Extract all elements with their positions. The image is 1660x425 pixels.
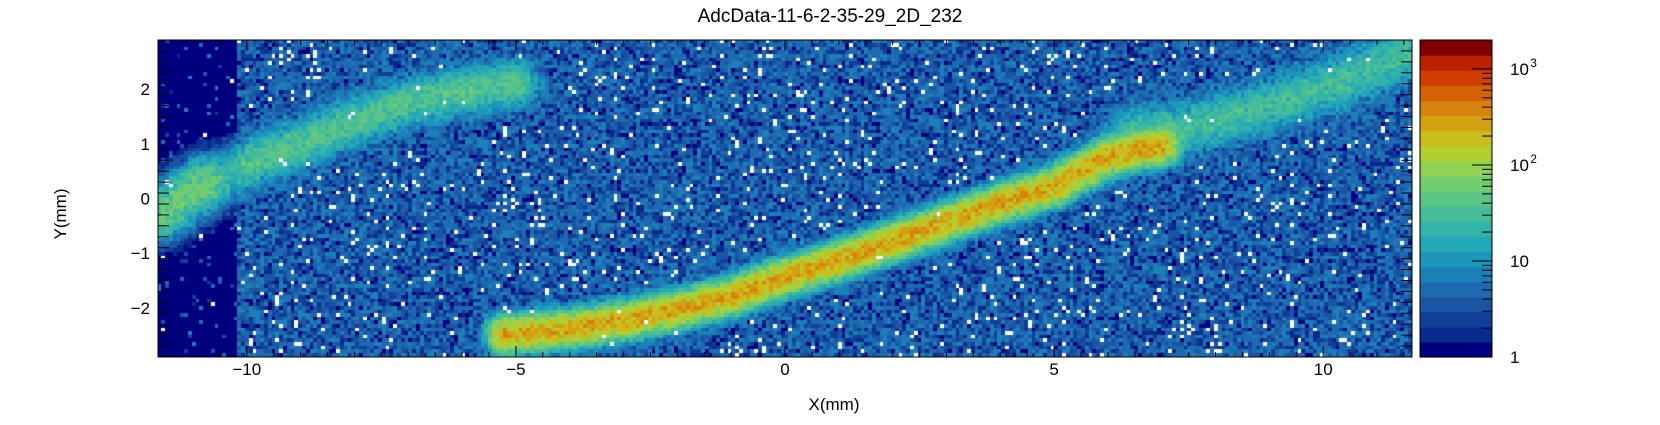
y-tick-label: −1 xyxy=(131,244,150,263)
color-scale-swatch xyxy=(1420,70,1492,86)
color-scale-tick-label: 10 xyxy=(1510,156,1529,175)
color-scale-swatch xyxy=(1420,311,1492,328)
color-scale-swatch xyxy=(1420,206,1492,222)
color-scale-frame xyxy=(1419,39,1493,358)
color-scale-swatch xyxy=(1420,160,1492,177)
color-scale-swatch xyxy=(1420,281,1492,298)
color-scale-swatch xyxy=(1420,145,1492,162)
x-axis-label: X(mm) xyxy=(809,395,860,414)
color-scale-swatch xyxy=(1420,326,1492,343)
heatmap-cells xyxy=(158,40,1412,357)
color-scale-tick-label: 10 xyxy=(1510,252,1529,271)
y-tick-label: −2 xyxy=(131,299,150,318)
color-scale-swatch xyxy=(1420,175,1492,192)
color-scale-tick-exponent: 2 xyxy=(1530,152,1537,166)
color-scale-swatch xyxy=(1420,115,1492,132)
color-scale-swatch xyxy=(1420,296,1492,313)
y-tick-label: 0 xyxy=(141,190,150,209)
x-tick-label: 0 xyxy=(780,360,789,379)
color-scale-swatch xyxy=(1420,100,1492,117)
color-scale-swatch xyxy=(1420,251,1492,268)
color-scale-swatch xyxy=(1420,190,1492,207)
color-scale-swatch xyxy=(1420,130,1492,147)
color-scale-swatch xyxy=(1420,236,1492,252)
y-axis: −2 −1 0 1 2 xyxy=(131,39,1412,358)
color-scale-swatch xyxy=(1420,266,1492,283)
color-scale-swatch xyxy=(1420,341,1492,358)
color-scale-swatch xyxy=(1420,221,1492,237)
color-scale-tick-exponent: 3 xyxy=(1530,56,1537,70)
chart-title: AdcData-11-6-2-35-29_2D_232 xyxy=(698,6,963,27)
x-axis: −10 −5 0 5 10 xyxy=(165,40,1405,379)
color-scale-tick-label: 10 xyxy=(1510,60,1529,79)
color-scale-swatch xyxy=(1420,40,1492,56)
x-tick-label: 10 xyxy=(1314,360,1333,379)
y-axis-label: Y(mm) xyxy=(51,189,70,240)
y-tick-label: 1 xyxy=(141,135,150,154)
color-scale-tick-label: 1 xyxy=(1510,348,1519,367)
color-scale-bar xyxy=(1420,40,1492,358)
x-tick-label: 5 xyxy=(1049,360,1058,379)
color-scale-swatch xyxy=(1420,85,1492,101)
x-tick-label: −10 xyxy=(232,360,261,379)
color-scale-swatch xyxy=(1420,55,1492,71)
x-tick-label: −5 xyxy=(506,360,525,379)
y-tick-label: 2 xyxy=(141,80,150,99)
